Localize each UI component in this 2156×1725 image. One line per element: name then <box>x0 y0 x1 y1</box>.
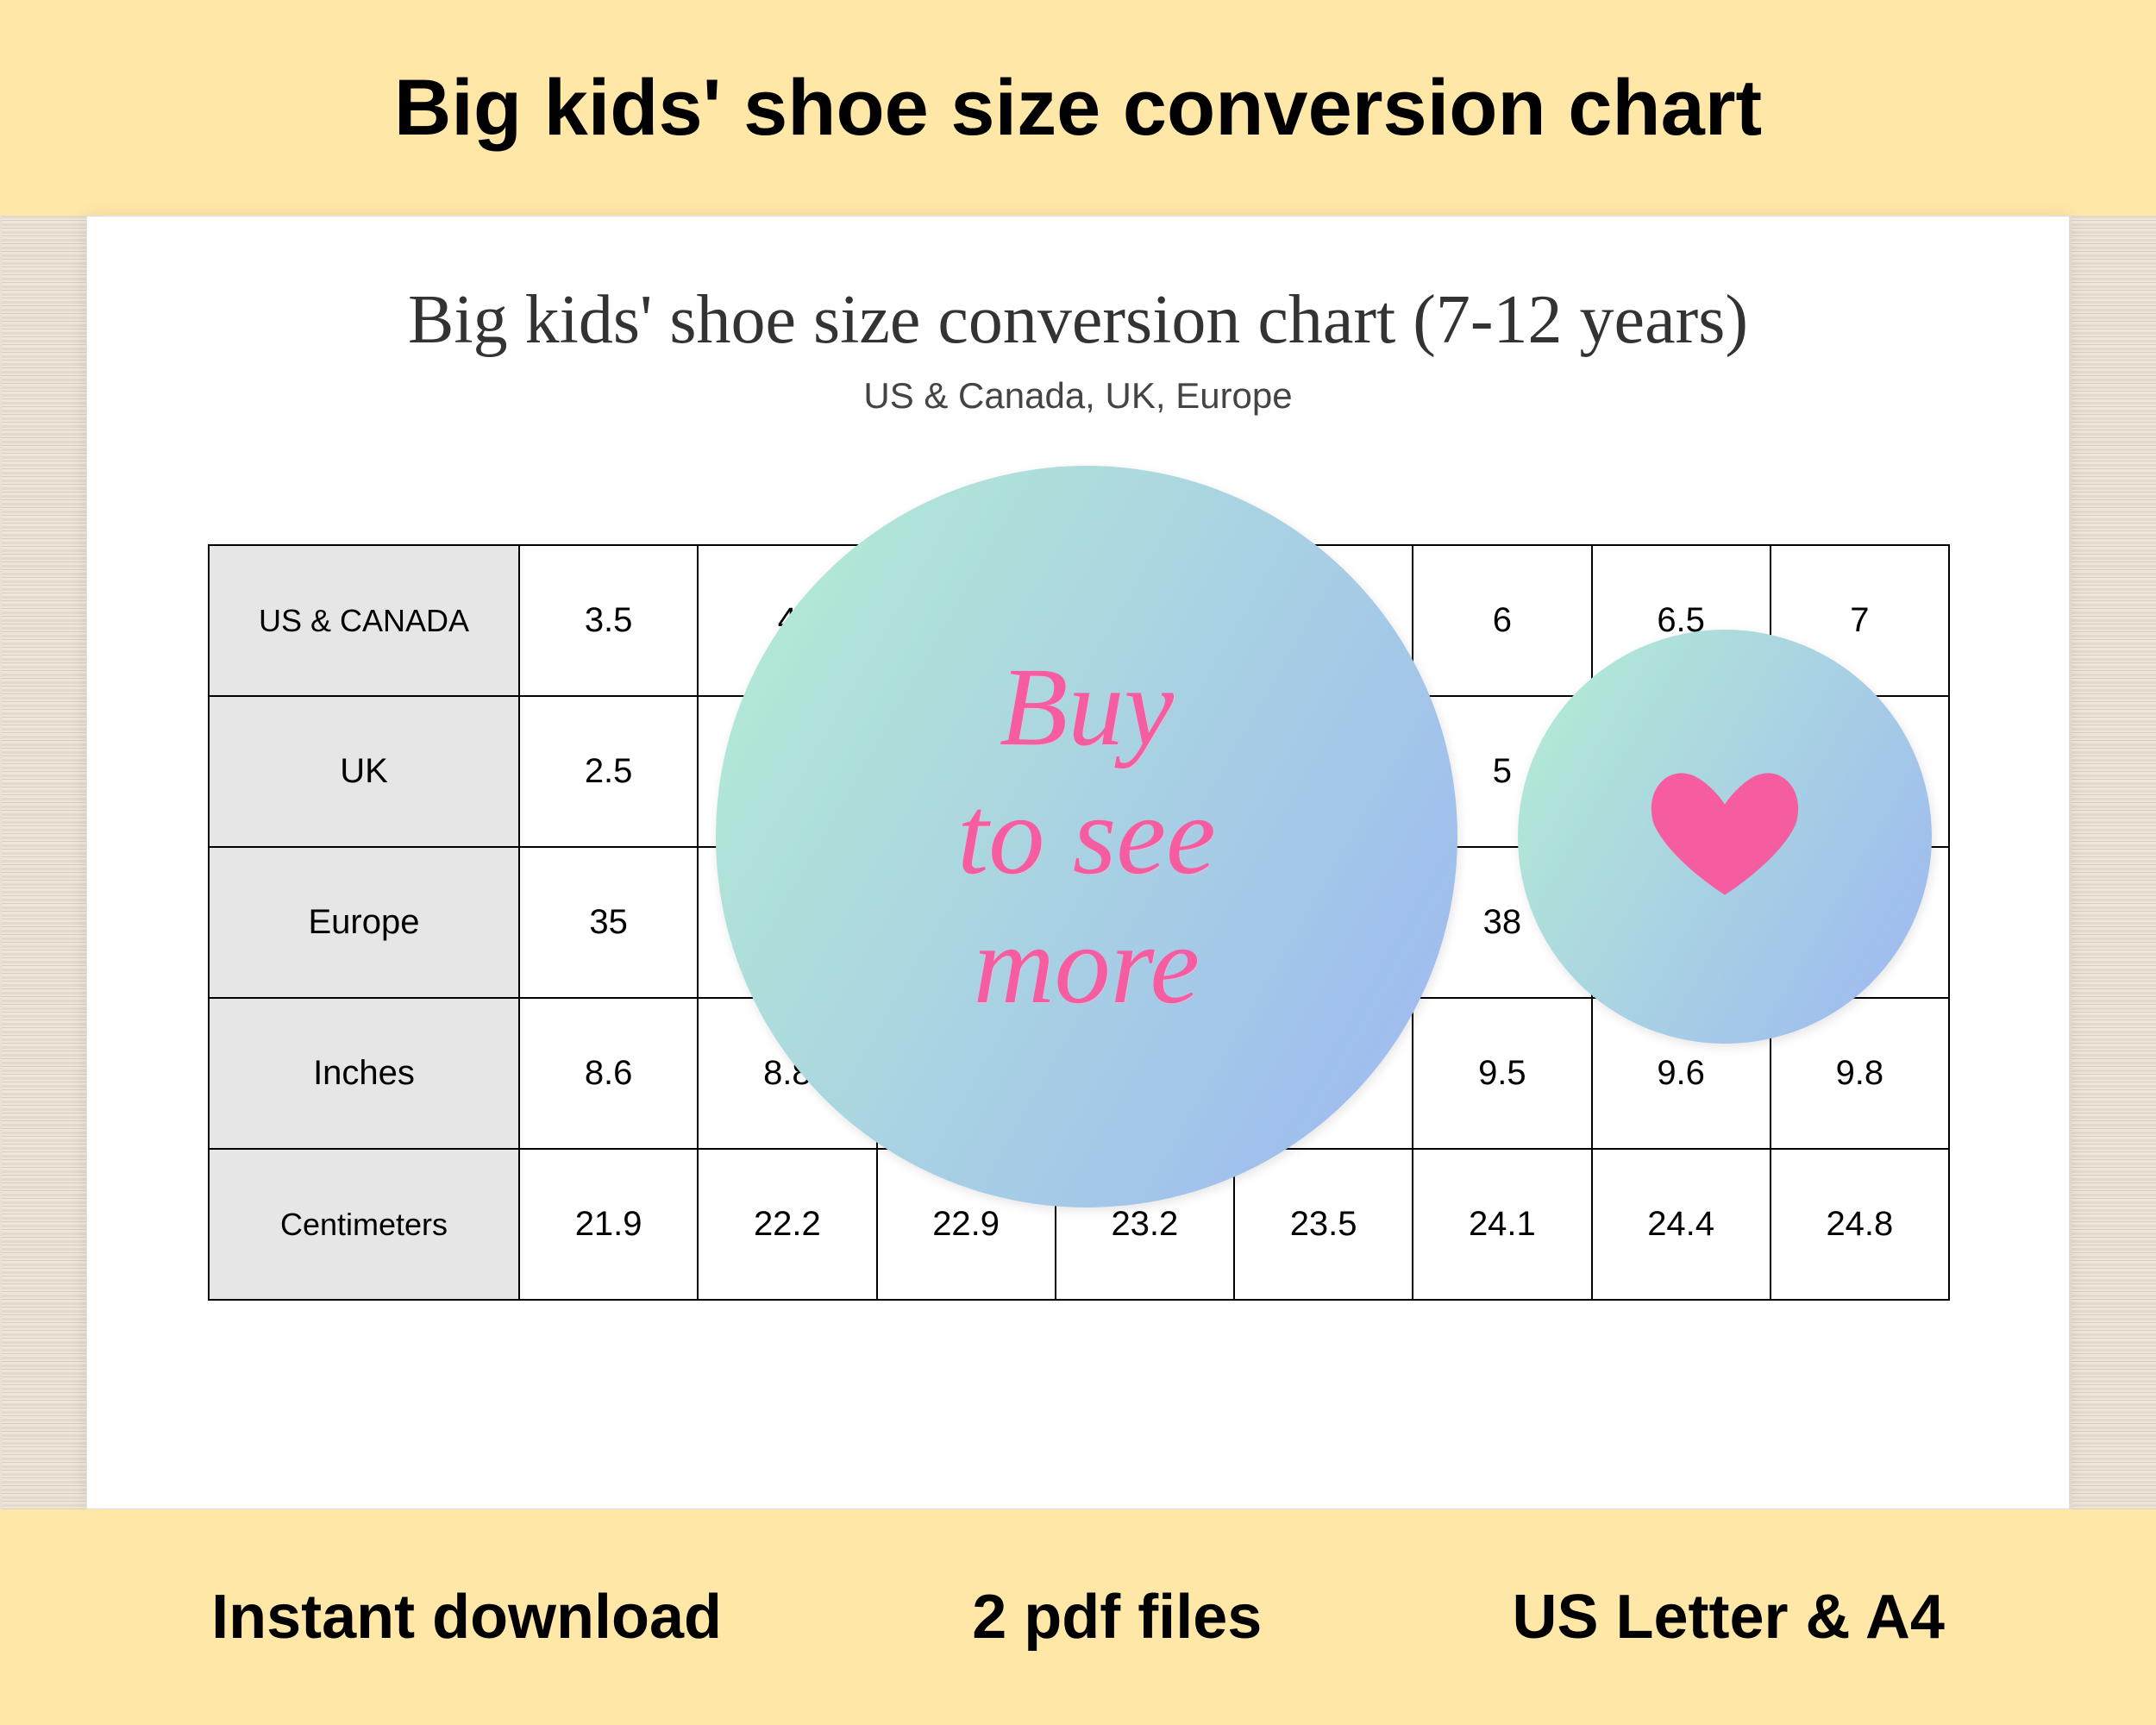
table-cell: 24.1 <box>1413 1149 1591 1300</box>
sheet-title: Big kids' shoe size conversion chart (7-… <box>87 281 2069 360</box>
bottom-tag-us-letter-a4: US Letter & A4 <box>1512 1582 1944 1653</box>
bubble-script-text: Buy to see more <box>957 643 1216 1031</box>
top-banner-title: Big kids' shoe size conversion chart <box>394 63 1762 154</box>
heart-icon <box>1647 759 1802 914</box>
table-cell: 21.9 <box>519 1149 698 1300</box>
bottom-banner: Instant download 2 pdf files US Letter &… <box>0 1509 2156 1725</box>
top-banner: Big kids' shoe size conversion chart <box>0 0 2156 216</box>
table-cell: 22.2 <box>698 1149 876 1300</box>
row-header: Centimeters <box>209 1149 519 1300</box>
bottom-tag-instant-download: Instant download <box>211 1582 722 1653</box>
table-cell: 23.5 <box>1234 1149 1413 1300</box>
heart-bubble <box>1518 630 1932 1044</box>
row-header: UK <box>209 696 519 847</box>
bubble-line: Buy <box>957 643 1216 773</box>
table-cell: 3.5 <box>519 545 698 696</box>
table-cell: 8.6 <box>519 998 698 1149</box>
table-cell: 24.8 <box>1771 1149 1949 1300</box>
row-header: Europe <box>209 847 519 998</box>
table-cell: 35 <box>519 847 698 998</box>
table-cell: 9.5 <box>1413 998 1591 1149</box>
table-cell: 6 <box>1413 545 1591 696</box>
buy-to-see-more-bubble: Buy to see more <box>716 466 1457 1208</box>
row-header: Inches <box>209 998 519 1149</box>
sheet-subtitle: US & Canada, UK, Europe <box>87 375 2069 417</box>
bubble-line: to see <box>957 772 1216 901</box>
bubble-line: more <box>957 901 1216 1031</box>
table-cell: 2.5 <box>519 696 698 847</box>
table-cell: 24.4 <box>1592 1149 1771 1300</box>
bottom-tag-2-pdf-files: 2 pdf files <box>972 1582 1262 1653</box>
row-header: US & CANADA <box>209 545 519 696</box>
